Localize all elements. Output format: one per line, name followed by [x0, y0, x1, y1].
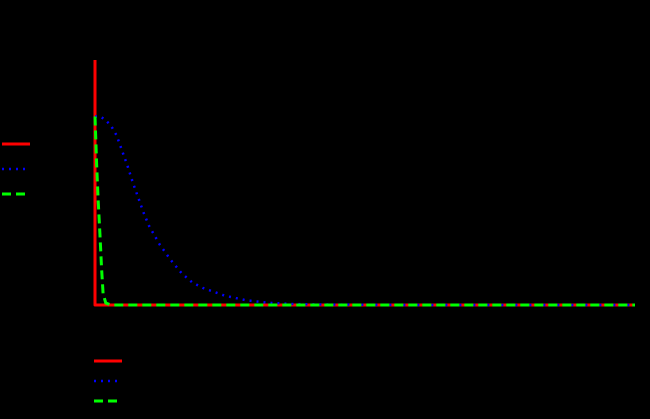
- series-layer: [93, 60, 635, 307]
- legend-bottom: [94, 359, 122, 403]
- series-line-3: [93, 116, 635, 307]
- legend-left: [2, 142, 30, 196]
- series-line-2: [95, 115, 635, 307]
